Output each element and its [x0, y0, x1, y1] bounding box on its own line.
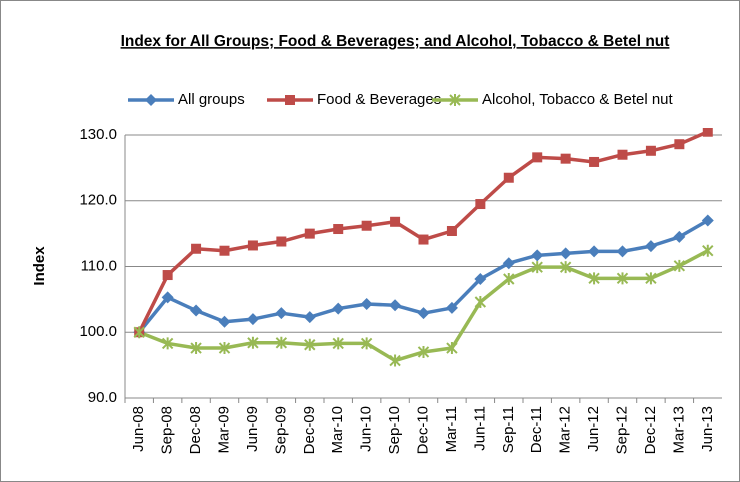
- marker-square: [219, 245, 230, 256]
- marker-diamond: [145, 94, 157, 106]
- y-tick-label: 110.0: [81, 257, 117, 274]
- marker-star: [332, 337, 344, 350]
- x-tick-label: Mar-11: [443, 406, 460, 452]
- marker-diamond: [303, 311, 316, 324]
- marker-diamond: [275, 307, 288, 320]
- marker-star: [616, 272, 629, 285]
- y-axis-label: Index: [31, 246, 48, 286]
- x-tick-label: Dec-10: [414, 406, 431, 454]
- marker-star: [559, 261, 572, 274]
- marker-diamond: [531, 249, 544, 262]
- x-tick-label: Mar-13: [670, 406, 687, 454]
- marker-star: [673, 259, 686, 272]
- marker-square: [475, 199, 486, 210]
- marker-square: [503, 172, 514, 183]
- legend-label: All groups: [178, 91, 245, 108]
- marker-diamond: [673, 230, 686, 243]
- y-tick-label: 100.0: [79, 323, 117, 340]
- marker-diamond: [701, 214, 714, 227]
- marker-square: [532, 152, 543, 163]
- marker-diamond: [502, 257, 515, 270]
- y-tick-label: 120.0: [79, 192, 117, 209]
- marker-square: [617, 149, 628, 160]
- x-tick-label: Jun-09: [244, 406, 261, 452]
- marker-diamond: [616, 245, 629, 258]
- marker-square: [162, 270, 173, 281]
- x-tick-label: Jun-13: [699, 406, 716, 452]
- marker-star: [702, 244, 714, 257]
- marker-square: [560, 153, 571, 164]
- marker-diamond: [417, 307, 430, 320]
- legend-label: Alcohol, Tobacco & Betel nut: [482, 91, 674, 108]
- marker-square: [645, 145, 656, 156]
- marker-star: [449, 94, 461, 106]
- marker-square: [276, 236, 287, 247]
- marker-star: [304, 338, 316, 351]
- x-tick-label: Mar-09: [215, 406, 232, 454]
- x-tick-label: Mar-12: [557, 406, 574, 454]
- marker-star: [503, 272, 515, 285]
- marker-diamond: [218, 315, 231, 328]
- marker-star: [645, 272, 657, 285]
- y-tick-label: 130.0: [79, 126, 117, 143]
- marker-diamond: [474, 272, 487, 285]
- marker-star: [161, 337, 174, 350]
- marker-square: [304, 228, 315, 239]
- x-tick-label: Jun-11: [471, 406, 488, 451]
- marker-star: [218, 342, 231, 355]
- chart-title: Index for All Groups; Food & Beverages; …: [121, 33, 670, 50]
- marker-star: [531, 261, 543, 274]
- x-tick-label: Jun-08: [130, 406, 147, 452]
- marker-diamond: [190, 304, 203, 317]
- marker-diamond: [332, 302, 345, 315]
- x-tick-label: Sep-10: [386, 406, 403, 454]
- marker-star: [275, 336, 288, 349]
- x-tick-label: Jun-10: [358, 406, 375, 452]
- marker-star: [190, 342, 202, 355]
- x-tick-label: Sep-08: [159, 406, 176, 454]
- marker-diamond: [389, 299, 402, 312]
- marker-diamond: [644, 240, 657, 253]
- marker-star: [389, 354, 401, 367]
- marker-square: [702, 128, 713, 137]
- marker-diamond: [588, 245, 601, 258]
- x-tick-label: Dec-12: [642, 406, 659, 454]
- marker-square: [446, 225, 457, 236]
- marker-square: [390, 216, 401, 227]
- marker-star: [360, 337, 373, 350]
- marker-square: [418, 234, 429, 245]
- x-tick-label: Sep-12: [613, 406, 630, 454]
- marker-square: [333, 224, 344, 235]
- marker-star: [588, 272, 600, 285]
- marker-star: [446, 342, 458, 355]
- marker-star: [247, 336, 259, 349]
- y-tick-label: 90.0: [88, 389, 117, 406]
- marker-star: [474, 296, 487, 309]
- marker-diamond: [246, 313, 259, 326]
- marker-square: [247, 240, 258, 251]
- legend-label: Food & Beverages: [317, 91, 441, 108]
- marker-diamond: [559, 247, 572, 260]
- x-tick-label: Mar-10: [329, 406, 346, 454]
- x-tick-label: Sep-09: [272, 406, 289, 454]
- marker-square: [589, 156, 600, 167]
- marker-square: [674, 139, 685, 150]
- plot-area: [133, 128, 714, 367]
- x-tick-label: Dec-09: [301, 406, 318, 454]
- x-tick-label: Dec-08: [187, 406, 204, 454]
- x-tick-label: Jun-12: [585, 406, 602, 452]
- marker-star: [133, 326, 145, 339]
- marker-square: [285, 95, 295, 105]
- marker-square: [361, 220, 372, 231]
- marker-diamond: [161, 291, 174, 304]
- marker-star: [417, 345, 430, 358]
- x-tick-label: Sep-11: [500, 406, 517, 453]
- marker-diamond: [445, 301, 458, 314]
- marker-square: [191, 243, 202, 254]
- marker-diamond: [360, 297, 373, 310]
- x-tick-label: Dec-11: [528, 406, 545, 453]
